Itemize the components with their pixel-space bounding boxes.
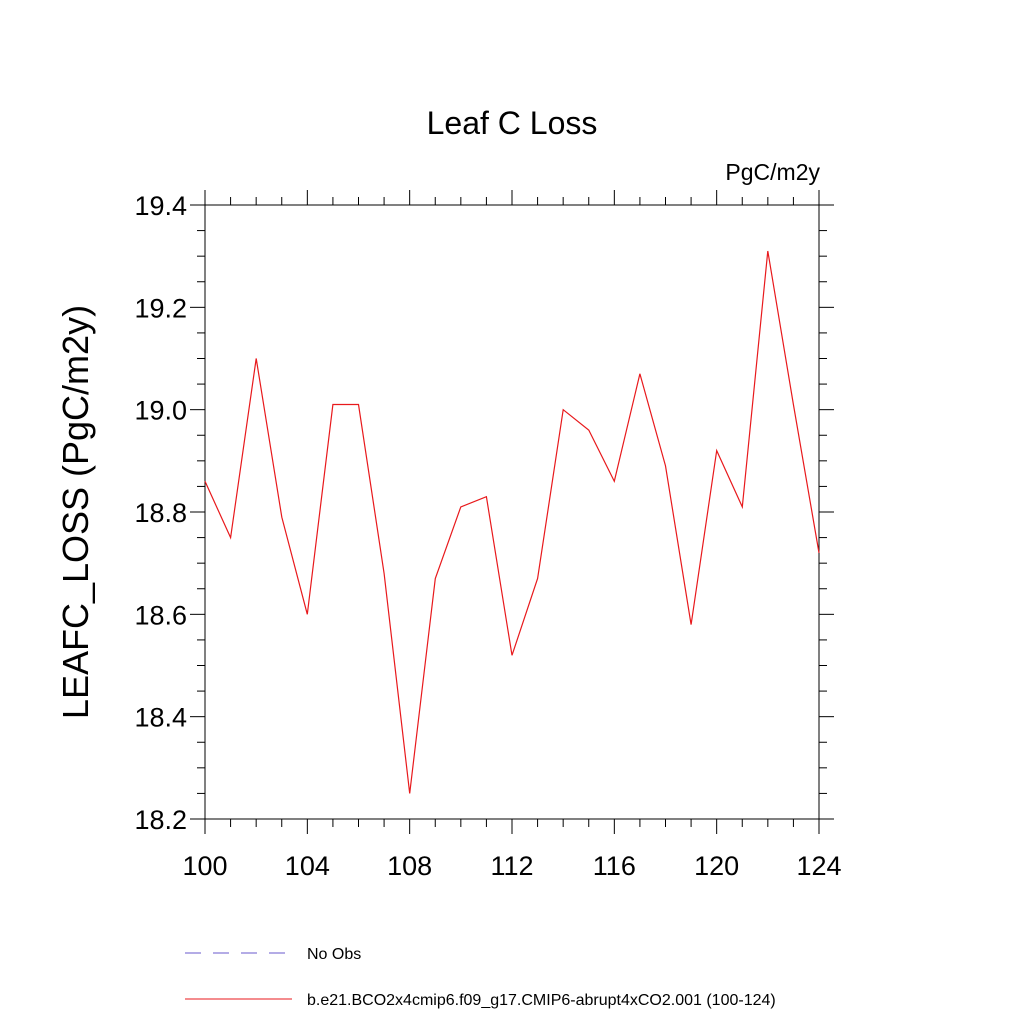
y-tick-label: 18.4: [134, 703, 187, 733]
x-tick-label: 104: [285, 851, 330, 881]
x-tick-label: 108: [387, 851, 432, 881]
legend-label: b.e21.BCO2x4cmip6.f09_g17.CMIP6-abrupt4x…: [307, 992, 776, 1009]
y-tick-label: 18.8: [134, 498, 187, 528]
y-tick-label: 19.0: [134, 396, 187, 426]
series-line: [204, 250, 820, 794]
plot-frame: [204, 204, 820, 820]
chart-title: Leaf C Loss: [427, 105, 598, 141]
legend: No Obs b.e21.BCO2x4cmip6.f09_g17.CMIP6-ab…: [185, 946, 776, 1009]
x-tick-label: 124: [796, 851, 841, 881]
x-tick-label: 120: [694, 851, 739, 881]
x-tick-label: 116: [593, 851, 636, 881]
legend-label: No Obs: [307, 946, 361, 963]
y-tick-labels: 18.2 18.4 18.6 18.8 19.0 19.2 19.4: [134, 191, 187, 835]
series-layer: [204, 250, 820, 794]
units-label: PgC/m2y: [725, 159, 820, 185]
y-tick-label: 19.4: [134, 191, 187, 221]
x-tick-label: 100: [182, 851, 227, 881]
y-tick-label: 19.2: [134, 293, 187, 323]
y-axis-label: LEAFC_LOSS (PgC/m2y): [55, 305, 96, 719]
y-tick-label: 18.6: [134, 600, 187, 630]
y-tick-label: 18.2: [134, 805, 187, 835]
x-tick-labels: 100 104 108 112 116 120 124: [182, 851, 841, 881]
axis-ticks: [190, 190, 834, 834]
x-tick-label: 112: [490, 851, 533, 881]
